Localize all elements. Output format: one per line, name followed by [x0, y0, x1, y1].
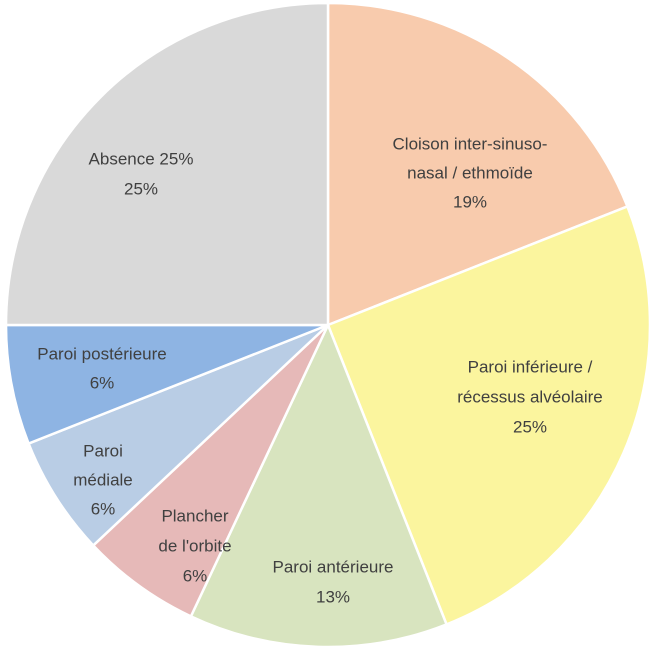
pie-slice	[26, 323, 329, 548]
pie-slice	[4, 323, 329, 446]
slice-label: Cloison inter-sinuso-	[393, 134, 548, 153]
slice-label: récessus alvéolaire	[457, 387, 603, 406]
value-label: 19%	[453, 192, 487, 211]
slice-label: nasal / ethmoïde	[407, 163, 533, 182]
slice-label: Paroi inférieure /	[468, 357, 593, 376]
pie-slice	[326, 1, 630, 327]
slice-label: Paroi	[83, 441, 123, 460]
value-label: 6%	[90, 373, 115, 392]
slice-label: Absence 25%	[89, 149, 194, 168]
pie-slice	[326, 204, 651, 627]
value-label: 6%	[91, 499, 116, 518]
slice-label: Paroi postérieure	[37, 344, 166, 363]
slice-label: Paroi antérieure	[273, 557, 394, 576]
value-label: 13%	[316, 587, 350, 606]
slice-label: de l'orbite	[158, 536, 231, 555]
value-label: 6%	[183, 566, 208, 585]
slice-label: Plancher	[161, 506, 228, 525]
pie-slice	[91, 324, 330, 619]
value-label: 25%	[124, 179, 158, 198]
value-label: 25%	[513, 417, 547, 436]
pie-slice	[4, 1, 330, 327]
slice-label: médiale	[73, 470, 133, 489]
